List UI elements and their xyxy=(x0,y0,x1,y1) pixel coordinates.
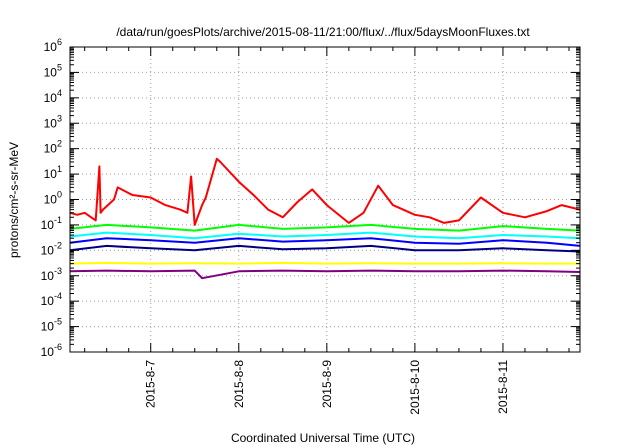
x-tick-label: 2015-8-8 xyxy=(232,360,246,408)
series-line xyxy=(69,237,581,247)
series-lines xyxy=(69,157,581,280)
x-tick-label: 2015-8-9 xyxy=(320,360,334,408)
x-tick-label: 2015-8-7 xyxy=(144,360,158,408)
x-axis-label: Coordinated Universal Time (UTC) xyxy=(231,431,415,445)
series-line xyxy=(69,231,581,240)
chart-title: /data/run/goesPlots/archive/2015-08-11/2… xyxy=(116,25,530,39)
axes: 10-610-510-410-310-210-11001011021031041… xyxy=(41,37,580,415)
y-axis-label: protons/cm²-s-sr-MeV xyxy=(7,142,21,258)
series-line xyxy=(69,269,581,280)
grid-lines xyxy=(70,47,580,352)
series-line xyxy=(69,157,581,226)
series-line xyxy=(69,223,581,232)
series-line xyxy=(69,261,580,265)
series-line xyxy=(69,244,581,253)
x-tick-label: 2015-8-11 xyxy=(496,360,510,414)
x-tick-label: 2015-8-10 xyxy=(408,360,422,415)
